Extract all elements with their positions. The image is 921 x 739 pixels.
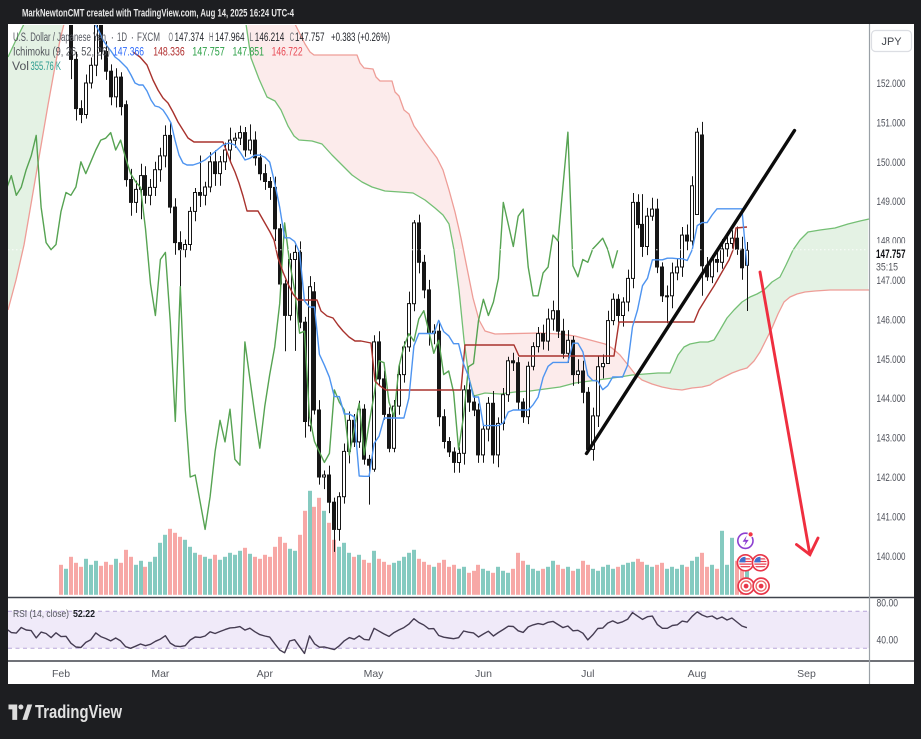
svg-text:Vol: Vol xyxy=(12,61,29,73)
svg-text:146.000: 146.000 xyxy=(877,314,906,326)
svg-text:146.214: 146.214 xyxy=(255,32,285,44)
svg-text:80.00: 80.00 xyxy=(877,598,899,610)
svg-text:FXCM: FXCM xyxy=(137,32,160,44)
svg-text:MarkNewtonCMT created with Tra: MarkNewtonCMT created with TradingView.c… xyxy=(22,8,295,20)
svg-text:Sep: Sep xyxy=(797,668,816,680)
svg-text:148.336: 148.336 xyxy=(153,47,185,59)
svg-text:·: · xyxy=(131,32,135,44)
svg-text:145.000: 145.000 xyxy=(877,354,906,366)
svg-text:147.757: 147.757 xyxy=(876,249,906,261)
svg-text:JPY: JPY xyxy=(882,36,903,48)
svg-text:U.S. Dollar / Japanese Yen: U.S. Dollar / Japanese Yen xyxy=(13,32,106,44)
svg-text:40.00: 40.00 xyxy=(877,635,899,647)
svg-text:149.000: 149.000 xyxy=(877,196,906,208)
svg-text:52.22: 52.22 xyxy=(73,608,95,620)
svg-text:TradingView: TradingView xyxy=(35,701,122,722)
svg-text:147.757: 147.757 xyxy=(295,32,325,44)
svg-text:141.000: 141.000 xyxy=(877,511,906,523)
svg-text:C: C xyxy=(290,32,295,44)
svg-text:L: L xyxy=(249,32,253,44)
svg-text:35:15: 35:15 xyxy=(876,262,898,274)
svg-text:150.000: 150.000 xyxy=(877,157,906,169)
svg-text:355.76 K: 355.76 K xyxy=(31,61,62,73)
svg-text:147.964: 147.964 xyxy=(215,32,245,44)
svg-text:147.000: 147.000 xyxy=(877,275,906,287)
svg-text:Feb: Feb xyxy=(52,668,70,680)
svg-text:140.000: 140.000 xyxy=(877,551,906,563)
svg-text:Ichimoku (9, 26, 52, 26): Ichimoku (9, 26, 52, 26) xyxy=(13,47,110,59)
svg-text:147.366: 147.366 xyxy=(113,47,144,59)
svg-text:O: O xyxy=(169,32,174,44)
svg-text:146.722: 146.722 xyxy=(272,47,303,59)
svg-text:147.851: 147.851 xyxy=(233,47,265,59)
svg-text:Aug: Aug xyxy=(688,668,707,680)
svg-text:147.374: 147.374 xyxy=(175,32,205,44)
svg-text:Apr: Apr xyxy=(257,668,274,680)
svg-text:142.000: 142.000 xyxy=(877,472,906,484)
svg-text:Jun: Jun xyxy=(475,668,492,680)
svg-text:152.000: 152.000 xyxy=(877,78,906,90)
svg-text:H: H xyxy=(209,32,214,44)
svg-text:1D: 1D xyxy=(117,32,127,44)
svg-text:144.000: 144.000 xyxy=(877,393,906,405)
svg-text:+0.383 (+0.26%): +0.383 (+0.26%) xyxy=(331,32,390,44)
svg-text:Mar: Mar xyxy=(151,668,170,680)
svg-text:151.000: 151.000 xyxy=(877,117,906,129)
svg-text:·: · xyxy=(111,32,115,44)
svg-text:RSI (14, close): RSI (14, close) xyxy=(13,608,69,620)
svg-text:Jul: Jul xyxy=(581,668,594,680)
svg-text:143.000: 143.000 xyxy=(877,433,906,445)
svg-text:147.757: 147.757 xyxy=(192,47,225,59)
svg-text:May: May xyxy=(364,668,385,680)
